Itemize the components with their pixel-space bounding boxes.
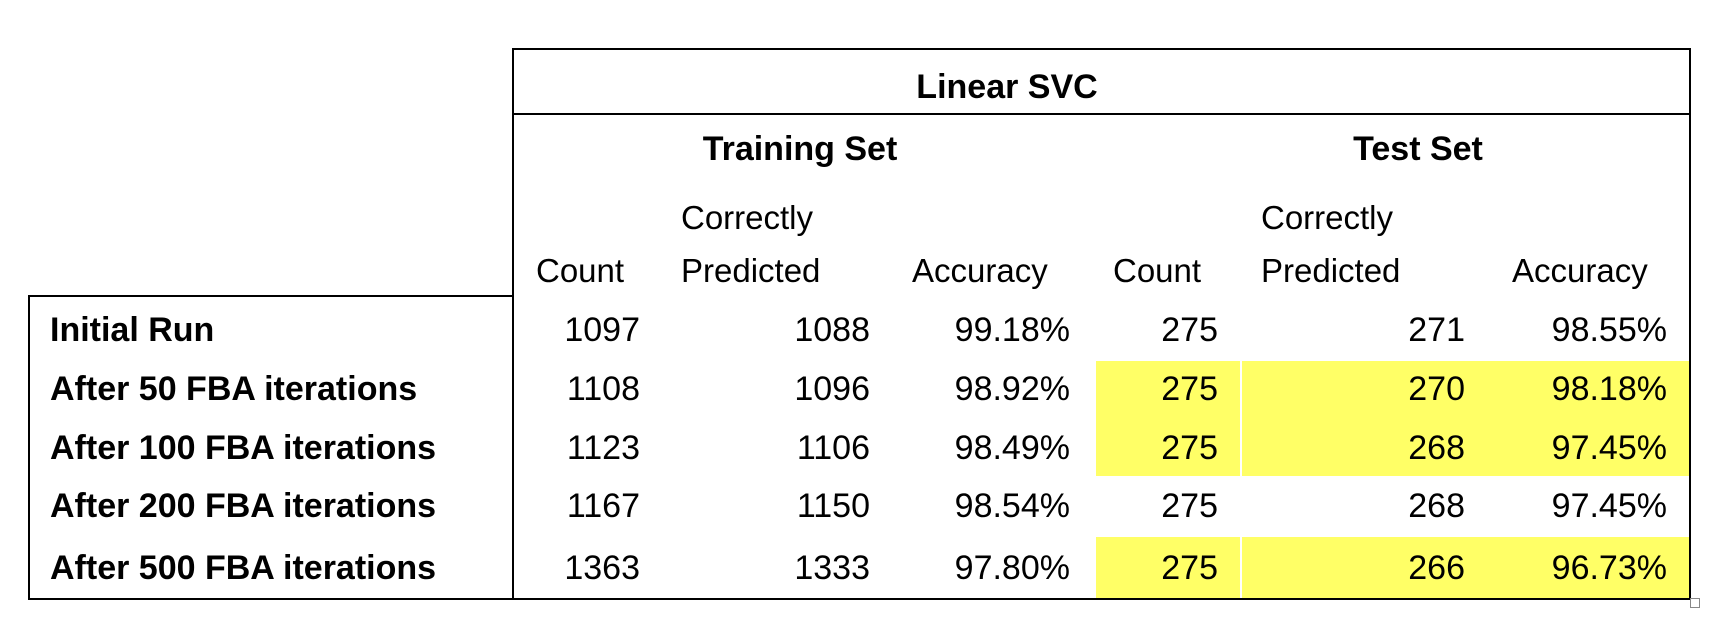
label-column-left — [28, 295, 30, 599]
row-label: After 50 FBA iterations — [50, 370, 418, 408]
title-underline — [512, 113, 1691, 115]
cell-train-correct: 1333 — [794, 549, 870, 587]
highlight-row-5-test — [1096, 537, 1690, 599]
highlight-row-3-test — [1096, 413, 1690, 476]
cell-train-count: 1363 — [564, 549, 640, 587]
group-header-training: Training Set — [702, 130, 898, 168]
row-label: After 100 FBA iterations — [50, 429, 437, 467]
highlight-row-2-test — [1096, 361, 1690, 413]
label-column-top — [28, 295, 514, 297]
header-test-correct-1: Correctly — [1261, 199, 1394, 236]
row-label: Initial Run — [50, 311, 215, 349]
row-label: After 200 FBA iterations — [50, 487, 437, 525]
cell-train-accuracy: 99.18% — [954, 311, 1070, 349]
cell-train-count: 1123 — [566, 429, 640, 467]
cell-test-correct: 268 — [1408, 487, 1465, 525]
table-border-bottom — [28, 598, 1691, 600]
cell-train-correct: 1088 — [794, 311, 870, 349]
header-train-correct-2: Predicted — [681, 252, 821, 289]
cell-train-count: 1108 — [566, 370, 640, 408]
cell-train-accuracy: 98.54% — [954, 487, 1070, 525]
cell-test-accuracy: 97.45% — [1551, 429, 1667, 467]
cell-test-accuracy: 97.45% — [1551, 487, 1667, 525]
row-label: After 500 FBA iterations — [50, 549, 437, 587]
header-test-accuracy: Accuracy — [1512, 252, 1648, 289]
cell-test-accuracy: 96.73% — [1551, 549, 1667, 587]
cell-train-accuracy: 98.49% — [954, 429, 1070, 467]
cell-test-count: 275 — [1161, 429, 1218, 467]
resize-handle[interactable] — [1690, 598, 1700, 608]
cell-train-accuracy: 97.80% — [954, 549, 1070, 587]
cell-test-accuracy: 98.18% — [1551, 370, 1667, 408]
cell-test-count: 275 — [1161, 487, 1218, 525]
cell-test-correct: 268 — [1408, 429, 1465, 467]
cell-train-correct: 1150 — [796, 487, 870, 525]
cell-test-correct: 270 — [1408, 370, 1465, 408]
header-train-count: Count — [536, 252, 625, 289]
header-train-accuracy: Accuracy — [912, 252, 1048, 289]
cell-train-accuracy: 98.92% — [954, 370, 1070, 408]
cell-test-count: 275 — [1161, 311, 1218, 349]
hl-separator — [1240, 361, 1242, 476]
header-test-count: Count — [1113, 252, 1202, 289]
table-border-left-upper — [512, 48, 514, 599]
cell-test-count: 275 — [1161, 549, 1218, 587]
cell-test-accuracy: 98.55% — [1551, 311, 1667, 349]
table-title: Linear SVC — [916, 68, 1098, 106]
cell-test-correct: 271 — [1408, 311, 1465, 349]
table-border-top — [512, 48, 1691, 50]
cell-train-correct: 1096 — [794, 370, 870, 408]
header-train-correct-1: Correctly — [681, 199, 814, 236]
cell-train-count: 1167 — [566, 487, 640, 525]
cell-train-correct: 1106 — [796, 429, 870, 467]
cell-test-count: 275 — [1161, 370, 1218, 408]
cell-train-count: 1097 — [564, 311, 640, 349]
header-test-correct-2: Predicted — [1261, 252, 1401, 289]
cell-test-correct: 266 — [1408, 549, 1465, 587]
group-header-test: Test Set — [1353, 130, 1483, 168]
table-border-right — [1689, 48, 1691, 599]
hl-separator — [1240, 537, 1242, 599]
